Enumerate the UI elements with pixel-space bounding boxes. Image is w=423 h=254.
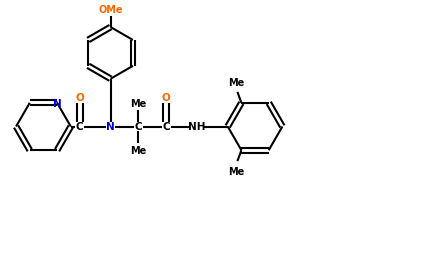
Text: O: O bbox=[162, 92, 170, 102]
Text: C: C bbox=[76, 122, 83, 132]
Text: N: N bbox=[53, 99, 61, 108]
Text: O: O bbox=[75, 92, 84, 102]
Text: Me: Me bbox=[228, 78, 244, 88]
Text: Me: Me bbox=[130, 98, 146, 108]
Text: OMe: OMe bbox=[98, 5, 123, 15]
Text: NH: NH bbox=[188, 122, 206, 132]
Text: Me: Me bbox=[228, 166, 244, 176]
Text: C: C bbox=[162, 122, 170, 132]
Text: C: C bbox=[135, 122, 142, 132]
Text: Me: Me bbox=[130, 146, 146, 156]
Text: N: N bbox=[106, 122, 115, 132]
